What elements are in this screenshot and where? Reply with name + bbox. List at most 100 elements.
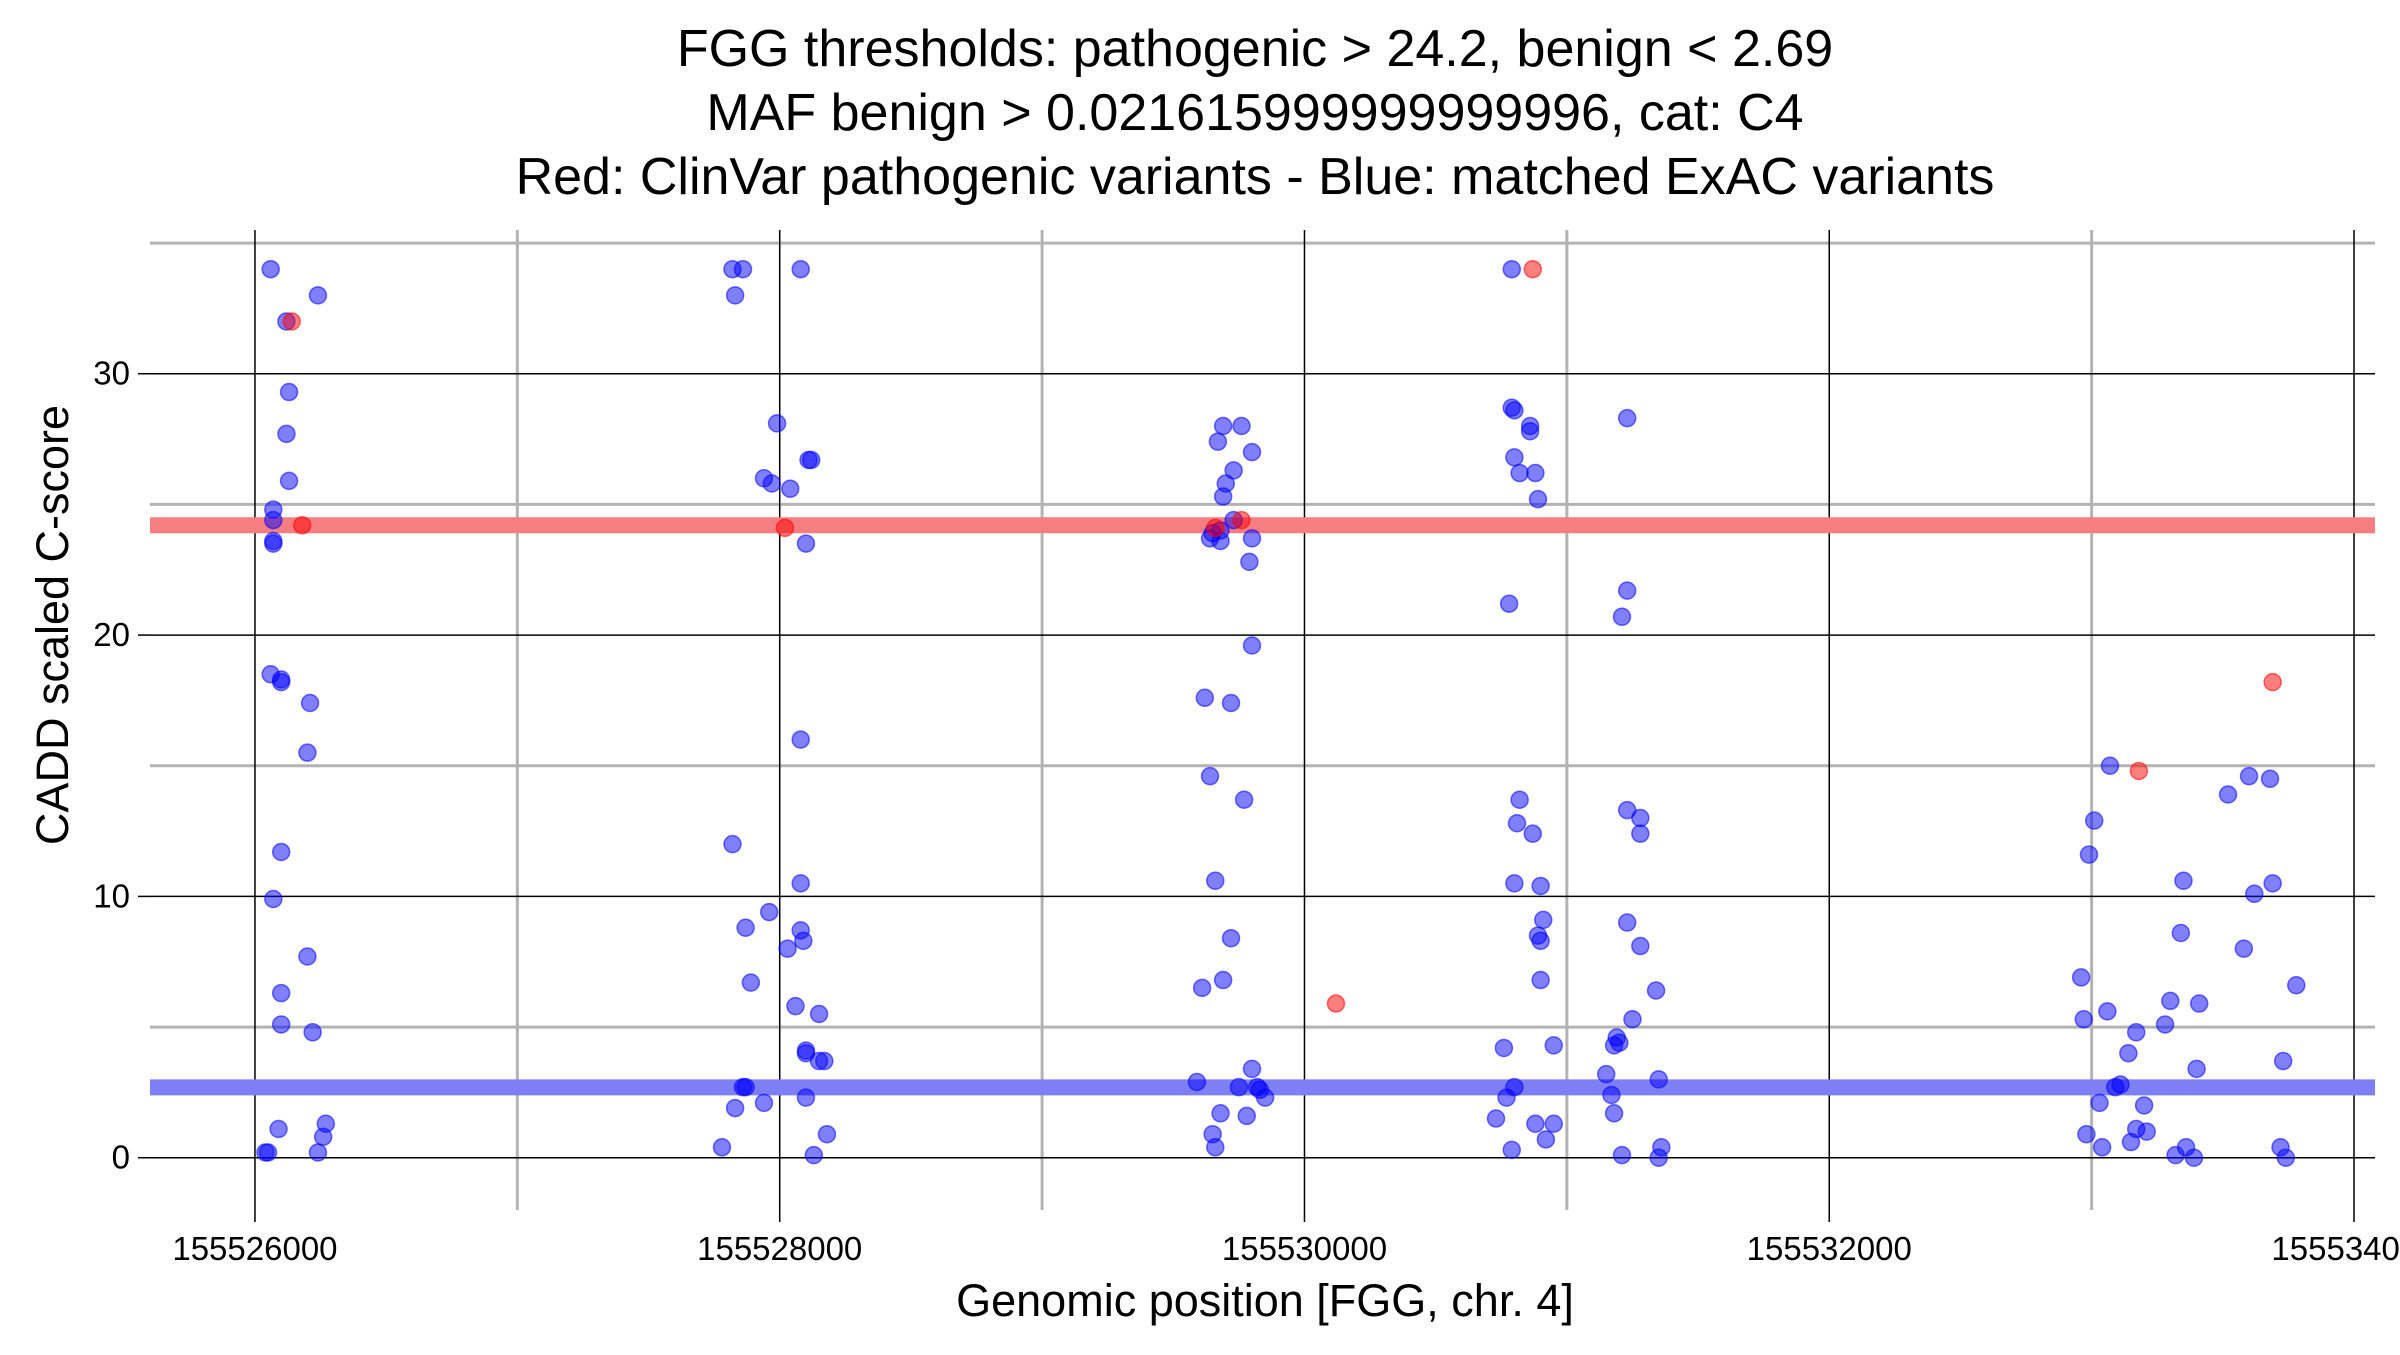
exac-point	[1242, 1059, 1262, 1079]
x-tick-label: 155530000	[1222, 1230, 1387, 1267]
exac-point	[1604, 1104, 1624, 1123]
exac-point	[2071, 968, 2091, 987]
exac-point	[300, 693, 320, 713]
exac-point	[2189, 994, 2209, 1013]
exac-point	[2174, 871, 2193, 890]
exac-point	[1523, 824, 1543, 843]
exac-point	[733, 259, 753, 279]
exac-point	[1206, 871, 1225, 890]
exac-point	[1502, 259, 1522, 279]
exac-point	[1510, 463, 1529, 483]
exac-point	[2137, 1122, 2156, 1141]
exac-point	[279, 382, 299, 402]
exac-point	[2239, 766, 2259, 786]
exac-point	[1221, 928, 1241, 948]
exac-point	[1533, 910, 1553, 930]
exac-point	[1255, 1088, 1275, 1107]
exac-point	[1528, 489, 1548, 509]
clinvar-point	[1206, 518, 1225, 538]
exac-point	[2287, 976, 2306, 995]
exac-point	[2218, 785, 2238, 804]
exac-point	[308, 1143, 328, 1162]
x-tick-label: 155528000	[697, 1230, 862, 1267]
major-gridlines	[150, 230, 2375, 1210]
exac-point	[767, 414, 787, 433]
exac-point	[796, 534, 816, 553]
exac-point	[817, 1124, 837, 1144]
exac-point	[2134, 1096, 2154, 1115]
exac-point	[2276, 1148, 2296, 1167]
exac-point	[1499, 594, 1519, 613]
y-tick-label: 30	[93, 355, 130, 392]
exac-point	[1531, 970, 1550, 990]
exac-point	[1242, 529, 1262, 548]
exac-point	[1234, 790, 1254, 809]
exac-point	[2155, 1015, 2175, 1034]
exac-point	[1617, 581, 1637, 600]
clinvar-point	[1232, 510, 1251, 530]
y-axis-title: CADD scaled C-score	[27, 405, 78, 845]
exac-point	[1232, 416, 1251, 436]
clinvar-point	[775, 518, 795, 538]
exac-point	[271, 672, 291, 692]
exac-point	[1221, 693, 1241, 713]
exac-point	[1494, 1038, 1514, 1058]
clinvar-point	[1326, 994, 1346, 1013]
exac-point	[1602, 1085, 1621, 1105]
clinvar-point	[292, 516, 312, 535]
exac-point	[2079, 845, 2099, 864]
exac-point	[1526, 463, 1545, 483]
exac-point	[1646, 981, 1666, 1000]
exac-point	[277, 424, 296, 444]
clinvar-point	[2263, 672, 2282, 692]
exac-point	[2090, 1093, 2109, 1113]
exac-point	[1213, 416, 1233, 436]
exac-point	[1200, 766, 1220, 786]
exac-point	[271, 1015, 291, 1034]
data-points	[256, 259, 2306, 1167]
exac-point	[264, 889, 283, 909]
exac-point	[264, 534, 283, 553]
exac-point	[1631, 936, 1650, 956]
exac-point	[2077, 1124, 2096, 1144]
exac-point	[2100, 756, 2120, 775]
exac-point	[801, 450, 821, 470]
exac-point	[2074, 1009, 2094, 1029]
exac-point	[762, 474, 782, 493]
exac-point	[1649, 1070, 1668, 1089]
exac-point	[2098, 1002, 2117, 1021]
exac-point	[1242, 636, 1262, 655]
exac-point	[791, 259, 810, 279]
clinvar-point	[2129, 761, 2149, 781]
exac-point	[1544, 1114, 1563, 1134]
minor-gridlines	[150, 230, 2375, 1210]
exac-point	[1612, 607, 1632, 627]
exac-point	[2085, 811, 2104, 830]
exac-point	[791, 874, 810, 893]
title-line-3: Red: ClinVar pathogenic variants - Blue:…	[516, 148, 1995, 206]
exac-point	[2119, 1043, 2138, 1063]
title-line-2: MAF benign > 0.021615999999999996, cat: …	[706, 84, 1803, 142]
exac-point	[1649, 1148, 1668, 1167]
exac-point	[1505, 448, 1524, 467]
exac-point	[794, 931, 813, 951]
exac-point	[1240, 552, 1259, 572]
exac-point	[1520, 421, 1540, 441]
exac-point	[2126, 1023, 2146, 1042]
exac-point	[1497, 1088, 1516, 1107]
exac-point	[736, 1077, 755, 1097]
x-tick-label: 155532000	[1747, 1230, 1912, 1267]
exac-point	[1486, 1109, 1506, 1128]
threshold-lines	[150, 517, 2375, 1096]
exac-point	[1510, 790, 1529, 809]
exac-point	[1617, 913, 1637, 932]
exac-point	[298, 947, 317, 966]
y-tick-label: 0	[112, 1139, 130, 1176]
exac-point	[256, 1143, 275, 1162]
exac-point	[313, 1127, 333, 1147]
x-tick-label: 155526000	[172, 1230, 337, 1267]
exac-point	[2166, 1145, 2185, 1165]
exac-point	[2263, 874, 2282, 893]
